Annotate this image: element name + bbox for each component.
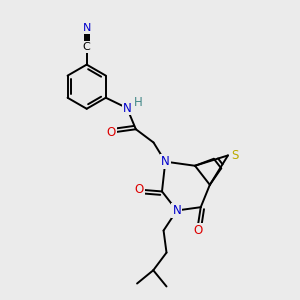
Text: N: N — [82, 23, 91, 33]
Text: O: O — [193, 224, 203, 237]
Text: C: C — [83, 42, 91, 52]
Text: N: N — [161, 155, 170, 168]
Text: N: N — [161, 155, 170, 168]
Text: N: N — [123, 101, 131, 115]
Text: O: O — [135, 184, 144, 196]
Text: N: N — [172, 204, 181, 217]
Text: H: H — [134, 96, 142, 109]
Text: O: O — [106, 126, 116, 139]
Text: S: S — [231, 149, 238, 162]
